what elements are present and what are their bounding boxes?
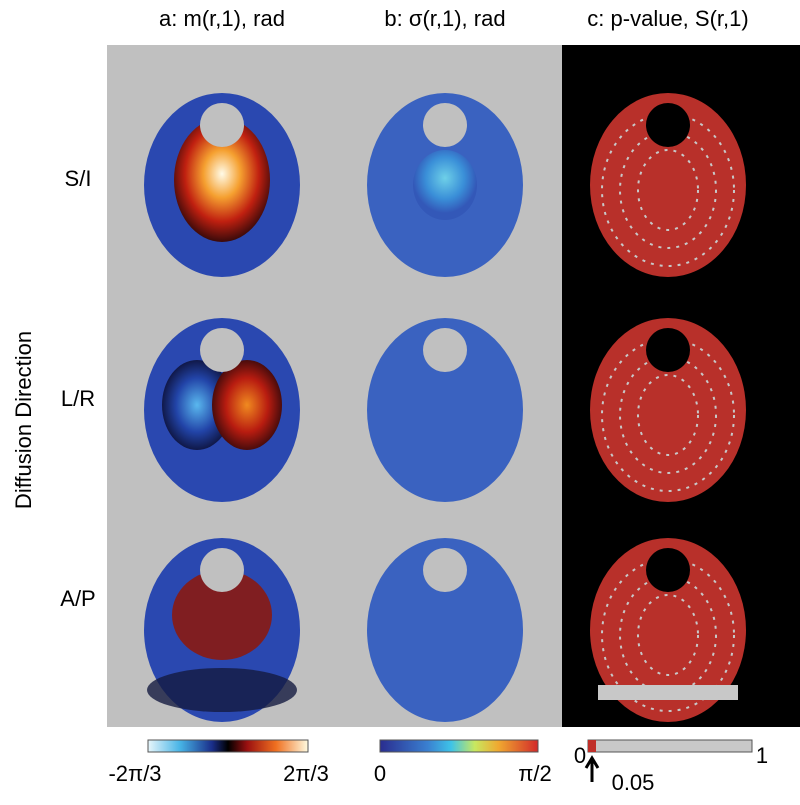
colorbar-threshold bbox=[588, 740, 596, 752]
row-label: A/P bbox=[60, 586, 95, 611]
brain bbox=[367, 318, 523, 502]
boundary bbox=[637, 149, 699, 231]
activation bbox=[147, 668, 297, 712]
colorbar bbox=[587, 739, 753, 753]
ventricle bbox=[646, 103, 690, 147]
colorbar-label: 2π/3 bbox=[283, 761, 329, 786]
ventricle bbox=[200, 103, 244, 147]
ventricle bbox=[423, 103, 467, 147]
row-axis-label: Diffusion Direction bbox=[11, 331, 36, 509]
colorbar-label: -2π/3 bbox=[108, 761, 161, 786]
ventricle bbox=[200, 328, 244, 372]
nonsignificant bbox=[598, 685, 738, 700]
column-title: a: m(r,1), rad bbox=[159, 6, 285, 31]
colorbar-label: 1 bbox=[756, 743, 768, 768]
brain-maps bbox=[144, 93, 746, 722]
colorbar-label: 0 bbox=[374, 761, 386, 786]
activation bbox=[162, 360, 232, 450]
brain bbox=[590, 93, 746, 277]
column-title: b: σ(r,1), rad bbox=[384, 6, 505, 31]
row-label: L/R bbox=[61, 386, 95, 411]
ventricle bbox=[646, 328, 690, 372]
colorbar bbox=[379, 739, 539, 753]
boundary bbox=[619, 131, 717, 249]
ventricle bbox=[646, 548, 690, 592]
boundary bbox=[619, 356, 717, 474]
ventricle bbox=[200, 548, 244, 592]
colorbar-label: π/2 bbox=[518, 761, 552, 786]
colorbar-label: 0.05 bbox=[612, 770, 655, 795]
threshold-arrow bbox=[584, 755, 600, 782]
row-label: S/I bbox=[65, 166, 92, 191]
brain bbox=[590, 538, 746, 722]
boundary bbox=[637, 594, 699, 676]
colorbar bbox=[147, 739, 309, 753]
ventricle bbox=[423, 328, 467, 372]
activation bbox=[172, 570, 272, 660]
activation bbox=[413, 150, 477, 220]
column-title: c: p-value, S(r,1) bbox=[587, 6, 748, 31]
brain bbox=[367, 538, 523, 722]
activation bbox=[212, 360, 282, 450]
colorbar-label: 0 bbox=[574, 743, 586, 768]
ventricle bbox=[423, 548, 467, 592]
boundary bbox=[637, 374, 699, 456]
brain bbox=[590, 318, 746, 502]
activation bbox=[174, 118, 270, 242]
